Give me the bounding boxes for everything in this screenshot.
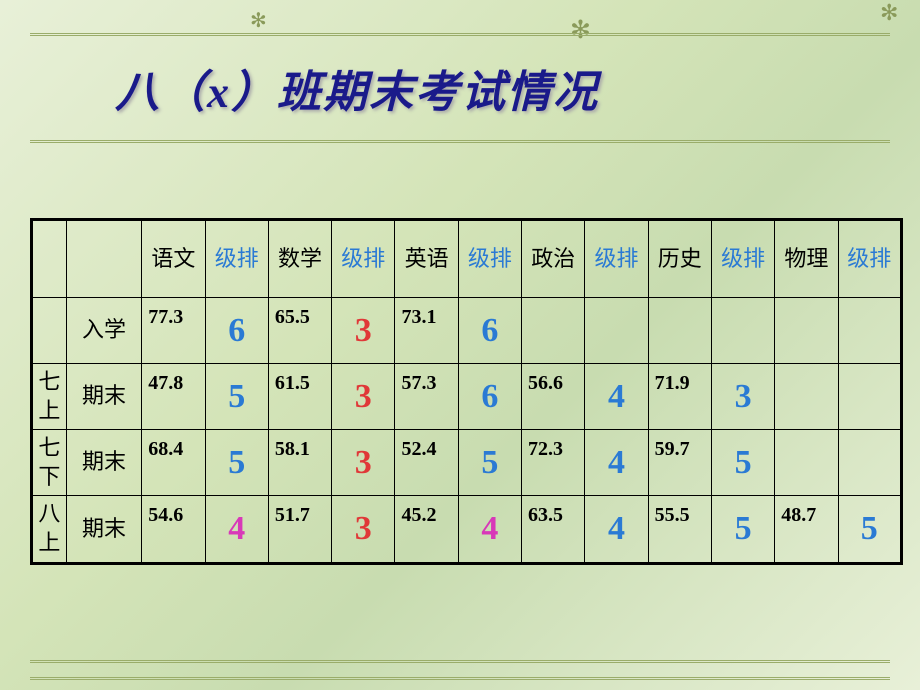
rank-cell: 6 — [458, 364, 521, 430]
table-row: 八上 期末 54.6 4 51.7 3 45.2 4 63.5 4 55.5 5… — [32, 496, 902, 563]
header-subject-1: 数学 — [268, 220, 331, 298]
title-band: 八（x）班期末考试情况 — [30, 33, 890, 143]
score-cell — [775, 298, 838, 364]
score-cell — [648, 298, 711, 364]
score-cell: 52.4 — [395, 430, 458, 496]
score-cell: 65.5 — [268, 298, 331, 364]
score-cell — [775, 430, 838, 496]
header-rank-3: 级排 — [585, 220, 648, 298]
rank-cell: 5 — [205, 364, 268, 430]
header-rank-4: 级排 — [711, 220, 774, 298]
header-subject-2: 英语 — [395, 220, 458, 298]
score-cell: 63.5 — [522, 496, 585, 563]
rank-cell — [838, 430, 901, 496]
rank-cell: 4 — [205, 496, 268, 563]
rank-cell — [838, 364, 901, 430]
score-cell: 54.6 — [142, 496, 205, 563]
score-cell — [775, 364, 838, 430]
score-cell: 58.1 — [268, 430, 331, 496]
rank-cell: 5 — [711, 496, 774, 563]
score-cell: 71.9 — [648, 364, 711, 430]
score-cell: 59.7 — [648, 430, 711, 496]
score-table-container: 语文 级排 数学 级排 英语 级排 政治 级排 历史 级排 物理 级排 入学 7… — [30, 218, 903, 565]
score-cell: 45.2 — [395, 496, 458, 563]
table-row: 七上 期末 47.8 5 61.5 3 57.3 6 56.6 4 71.9 3 — [32, 364, 902, 430]
score-cell: 77.3 — [142, 298, 205, 364]
rank-cell — [711, 298, 774, 364]
rank-cell: 3 — [711, 364, 774, 430]
table-header-row: 语文 级排 数学 级排 英语 级排 政治 级排 历史 级排 物理 级排 — [32, 220, 902, 298]
rank-cell: 3 — [332, 298, 395, 364]
score-cell: 72.3 — [522, 430, 585, 496]
rank-cell: 5 — [205, 430, 268, 496]
rank-cell — [838, 298, 901, 364]
table-row: 七下 期末 68.4 5 58.1 3 52.4 5 72.3 4 59.7 5 — [32, 430, 902, 496]
score-cell: 61.5 — [268, 364, 331, 430]
score-cell: 48.7 — [775, 496, 838, 563]
rank-cell — [585, 298, 648, 364]
rank-cell: 4 — [585, 496, 648, 563]
rank-cell: 4 — [585, 364, 648, 430]
header-subject-3: 政治 — [522, 220, 585, 298]
rank-cell: 4 — [585, 430, 648, 496]
page-title: 八（x）班期末考试情况 — [115, 56, 599, 120]
header-empty-1 — [32, 220, 67, 298]
bottom-band — [30, 660, 890, 680]
semester-cell-1: 七上 — [32, 364, 67, 430]
rank-cell: 6 — [205, 298, 268, 364]
score-cell: 55.5 — [648, 496, 711, 563]
decoration-star-3: ✻ — [880, 0, 898, 26]
rank-cell: 3 — [332, 430, 395, 496]
decoration-star-2: ✻ — [570, 15, 585, 30]
header-rank-0: 级排 — [205, 220, 268, 298]
score-cell: 56.6 — [522, 364, 585, 430]
score-cell: 51.7 — [268, 496, 331, 563]
score-table: 语文 级排 数学 级排 英语 级排 政治 级排 历史 级排 物理 级排 入学 7… — [30, 218, 903, 565]
header-subject-4: 历史 — [648, 220, 711, 298]
header-subject-5: 物理 — [775, 220, 838, 298]
rank-cell: 4 — [458, 496, 521, 563]
semester-cell-0 — [32, 298, 67, 364]
score-cell: 57.3 — [395, 364, 458, 430]
period-cell-1: 期末 — [66, 364, 142, 430]
header-rank-1: 级排 — [332, 220, 395, 298]
period-cell-0: 入学 — [66, 298, 142, 364]
period-cell-2: 期末 — [66, 430, 142, 496]
rank-cell: 3 — [332, 364, 395, 430]
score-cell: 47.8 — [142, 364, 205, 430]
rank-cell: 6 — [458, 298, 521, 364]
rank-cell: 5 — [838, 496, 901, 563]
score-cell: 73.1 — [395, 298, 458, 364]
header-rank-2: 级排 — [458, 220, 521, 298]
period-cell-3: 期末 — [66, 496, 142, 563]
header-subject-0: 语文 — [142, 220, 205, 298]
rank-cell: 5 — [458, 430, 521, 496]
rank-cell: 5 — [711, 430, 774, 496]
score-cell: 68.4 — [142, 430, 205, 496]
decoration-star-1: ✻ — [250, 8, 265, 23]
semester-cell-3: 八上 — [32, 496, 67, 563]
header-rank-5: 级排 — [838, 220, 901, 298]
score-cell — [522, 298, 585, 364]
header-empty-2 — [66, 220, 142, 298]
rank-cell: 3 — [332, 496, 395, 563]
semester-cell-2: 七下 — [32, 430, 67, 496]
table-row: 入学 77.3 6 65.5 3 73.1 6 — [32, 298, 902, 364]
